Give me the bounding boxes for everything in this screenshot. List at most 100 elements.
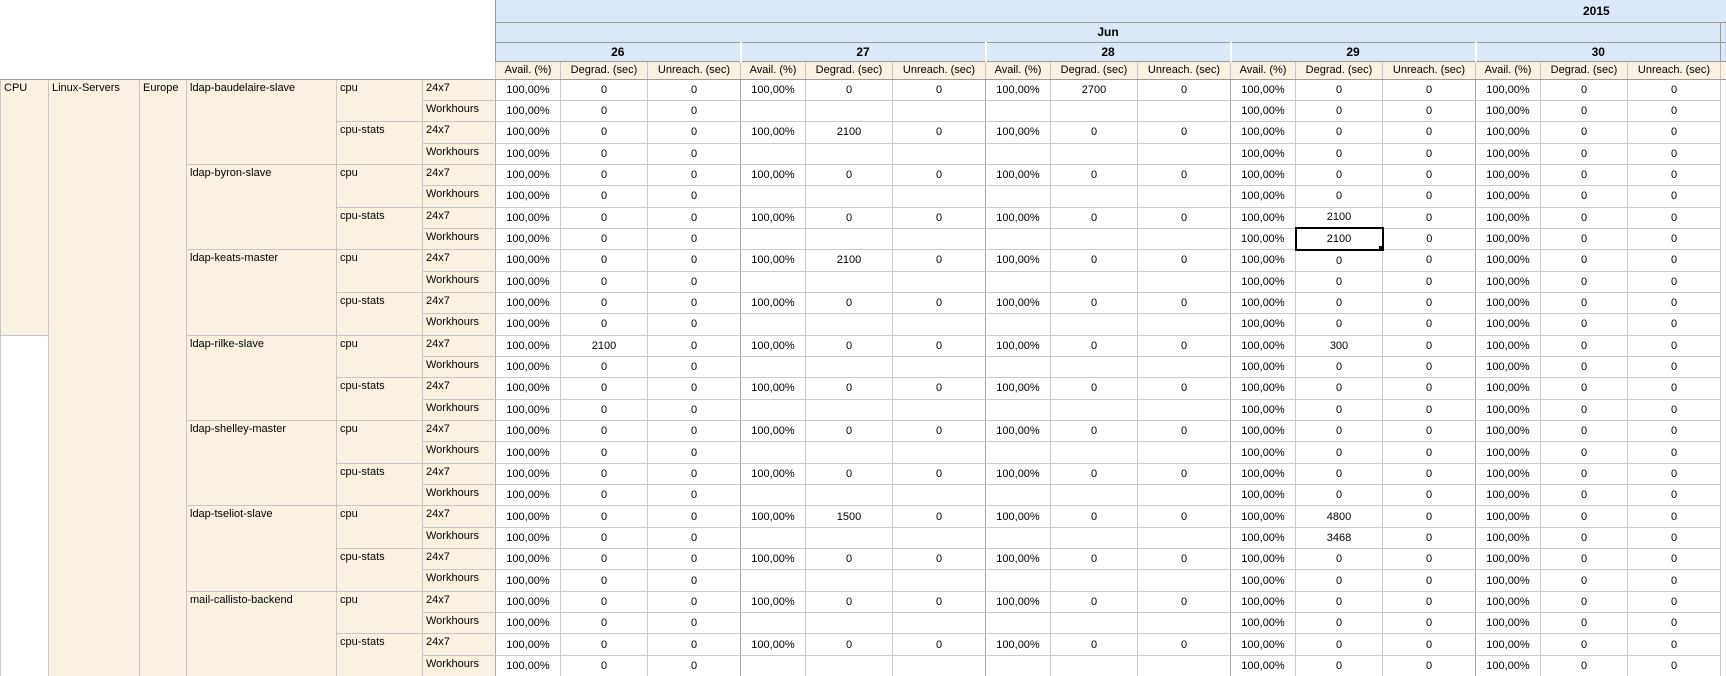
value-cell[interactable] [805, 185, 893, 208]
value-cell[interactable] [805, 100, 893, 123]
value-cell[interactable]: 0 [1050, 633, 1138, 656]
value-cell[interactable]: 2100 [805, 121, 893, 144]
schedule-cell[interactable]: Workhours [422, 100, 496, 123]
value-cell[interactable]: 100,00% [1230, 527, 1296, 550]
value-cell[interactable]: 2100 [1295, 207, 1383, 229]
value-cell[interactable]: 0 [1295, 548, 1383, 571]
value-cell[interactable] [1050, 185, 1138, 208]
value-cell[interactable]: 0 [1295, 463, 1383, 486]
value-cell[interactable]: 0 [1295, 591, 1383, 614]
value-cell[interactable] [1137, 313, 1231, 336]
value-cell[interactable]: 100,00% [1230, 505, 1296, 528]
value-cell[interactable]: 0 [1540, 420, 1628, 443]
metric-header[interactable]: Avail. (%) [1475, 61, 1541, 80]
value-cell[interactable] [1050, 100, 1138, 123]
value-cell[interactable] [985, 399, 1051, 422]
value-cell[interactable]: 100,00% [740, 591, 806, 614]
value-cell[interactable]: 100,00% [495, 441, 561, 464]
value-cell[interactable]: 0 [1137, 591, 1231, 614]
value-cell[interactable]: 0 [805, 207, 893, 229]
value-cell[interactable]: 0 [1137, 463, 1231, 486]
value-cell[interactable]: 0 [647, 441, 741, 464]
value-cell[interactable]: 4800 [1295, 505, 1383, 528]
value-cell[interactable]: 0 [1382, 655, 1476, 676]
value-cell[interactable] [892, 484, 986, 507]
value-cell[interactable] [805, 569, 893, 592]
value-cell[interactable]: 0 [647, 164, 741, 187]
value-cell[interactable] [1137, 356, 1231, 379]
schedule-cell[interactable]: 24x7 [422, 377, 496, 400]
value-cell[interactable]: 0 [1295, 164, 1383, 187]
value-cell[interactable] [985, 228, 1051, 251]
value-cell[interactable] [892, 185, 986, 208]
value-cell[interactable]: 0 [1540, 484, 1628, 507]
day-header[interactable]: 30 [1474, 42, 1721, 62]
value-cell[interactable]: 0 [560, 185, 648, 208]
value-cell[interactable]: 0 [1540, 79, 1628, 101]
value-cell[interactable]: 0 [560, 292, 648, 315]
value-cell[interactable]: 100,00% [1230, 655, 1296, 676]
value-cell[interactable]: 0 [1382, 505, 1476, 528]
value-cell[interactable]: 0 [1050, 377, 1138, 400]
value-cell[interactable] [1050, 399, 1138, 422]
schedule-cell[interactable]: Workhours [422, 484, 496, 507]
value-cell[interactable]: 100,00% [1475, 356, 1541, 379]
schedule-cell[interactable]: 24x7 [422, 591, 496, 614]
value-cell[interactable] [1137, 399, 1231, 422]
metric-header[interactable]: Unreach. (sec) [1382, 61, 1476, 80]
schedule-cell[interactable]: Workhours [422, 441, 496, 464]
value-cell[interactable]: 0 [647, 356, 741, 379]
value-cell[interactable]: 100,00% [985, 420, 1051, 443]
value-cell[interactable]: 0 [1382, 335, 1476, 357]
value-cell[interactable]: 100,00% [1475, 292, 1541, 315]
value-cell[interactable]: 100,00% [1475, 143, 1541, 165]
value-cell[interactable]: 0 [1382, 228, 1476, 251]
value-cell[interactable]: 100,00% [1475, 100, 1541, 123]
value-cell[interactable]: 0 [560, 271, 648, 293]
group-metric-cell[interactable]: CPU [0, 79, 49, 336]
value-cell[interactable]: 0 [805, 463, 893, 486]
value-cell[interactable]: 0 [1382, 271, 1476, 293]
value-cell[interactable]: 100,00% [495, 121, 561, 144]
value-cell[interactable] [1050, 313, 1138, 336]
value-cell[interactable] [892, 356, 986, 379]
value-cell[interactable]: 0 [1137, 249, 1231, 272]
value-cell[interactable]: 100,00% [495, 399, 561, 422]
value-cell[interactable]: 0 [1137, 292, 1231, 315]
value-cell[interactable]: 100,00% [495, 420, 561, 443]
value-cell[interactable] [740, 356, 806, 379]
value-cell[interactable]: 100,00% [1230, 335, 1296, 357]
value-cell[interactable]: 0 [1540, 143, 1628, 165]
value-cell[interactable] [805, 313, 893, 336]
value-cell[interactable] [740, 484, 806, 507]
value-cell[interactable]: 0 [892, 548, 986, 571]
value-cell[interactable] [1050, 271, 1138, 293]
value-cell[interactable]: 100,00% [1230, 207, 1296, 229]
value-cell[interactable]: 100,00% [1475, 505, 1541, 528]
value-cell[interactable]: 0 [647, 335, 741, 357]
value-cell[interactable]: 100,00% [1230, 292, 1296, 315]
value-cell[interactable]: 0 [647, 420, 741, 443]
value-cell[interactable] [1050, 655, 1138, 676]
value-cell[interactable]: 0 [647, 79, 741, 101]
schedule-cell[interactable]: Workhours [422, 527, 496, 550]
value-cell[interactable]: 0 [1540, 612, 1628, 635]
value-cell[interactable]: 0 [1627, 569, 1721, 592]
value-cell[interactable]: 100,00% [1475, 164, 1541, 187]
value-cell[interactable]: 0 [1627, 79, 1721, 101]
value-cell[interactable] [805, 441, 893, 464]
value-cell[interactable]: 0 [1540, 527, 1628, 550]
value-cell[interactable]: 0 [1627, 420, 1721, 443]
service-cell[interactable]: cpu-stats [336, 633, 423, 676]
value-cell[interactable]: 100,00% [985, 633, 1051, 656]
value-cell[interactable]: 0 [1540, 207, 1628, 229]
value-cell[interactable] [740, 569, 806, 592]
value-cell[interactable] [805, 655, 893, 676]
value-cell[interactable]: 100,00% [1475, 591, 1541, 614]
value-cell[interactable]: 100,00% [495, 484, 561, 507]
value-cell[interactable]: 0 [647, 612, 741, 635]
value-cell[interactable]: 0 [1295, 100, 1383, 123]
value-cell[interactable]: 0 [1295, 612, 1383, 635]
value-cell[interactable]: 0 [1540, 249, 1628, 272]
value-cell[interactable]: 100,00% [740, 292, 806, 315]
